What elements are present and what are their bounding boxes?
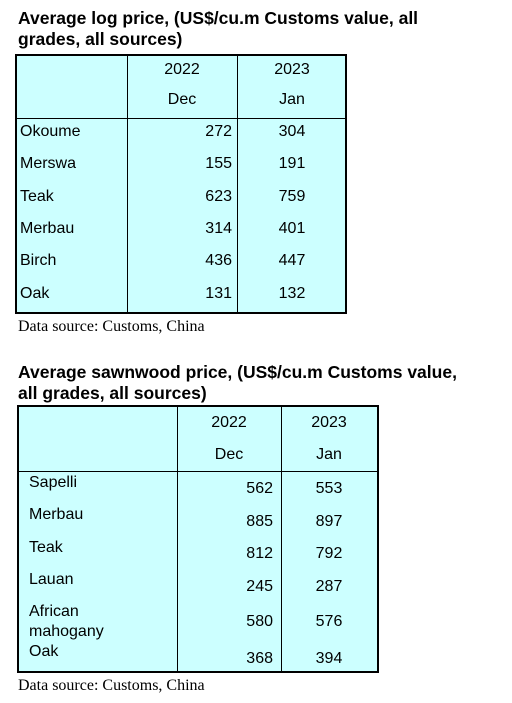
row-value-2023-jan: 897	[315, 513, 343, 530]
row-value-2022-dec: 580	[246, 613, 273, 630]
sawnwood-price-source: Data source: Customs, China	[18, 677, 205, 694]
row-value-2023-jan: 553	[315, 480, 343, 497]
row-value-2023-jan: 132	[278, 285, 306, 302]
row-value-2022-dec: 272	[205, 123, 232, 140]
header-year-2023: 2023	[274, 61, 310, 78]
row-value-2022-dec: 368	[246, 650, 273, 667]
row-name: Okoume	[20, 123, 81, 140]
row-name: Merbau	[20, 220, 75, 237]
row-value-2022-dec: 436	[205, 252, 232, 269]
row-value-2022-dec: 562	[246, 480, 273, 497]
header-divider	[17, 118, 345, 119]
header-year-2023: 2023	[311, 414, 347, 431]
row-value-2023-jan: 287	[315, 578, 343, 595]
row-value-2023-jan: 576	[315, 613, 343, 630]
log-price-source: Data source: Customs, China	[18, 318, 205, 335]
header-month-dec: Dec	[214, 446, 244, 463]
row-value-2023-jan: 191	[278, 155, 306, 172]
row-value-2023-jan: 401	[278, 220, 306, 237]
row-value-2022-dec: 623	[205, 188, 232, 205]
sawnwood-price-title: Average sawnwood price, (US$/cu.m Custom…	[18, 362, 457, 403]
header-year-2022: 2022	[164, 61, 200, 78]
header-month-jan: Jan	[279, 91, 305, 108]
row-value-2023-jan: 447	[278, 252, 306, 269]
row-name: Merswa	[20, 155, 77, 172]
header-year-2022: 2022	[211, 414, 247, 431]
column-divider	[127, 56, 128, 312]
row-name: Sapelli	[29, 474, 78, 491]
row-value-2022-dec: 155	[205, 155, 232, 172]
column-divider	[177, 407, 178, 671]
log-price-table: 2022 2023 Dec Jan Okoume 272 304 Merswa …	[15, 54, 347, 314]
row-value-2023-jan: 304	[278, 123, 306, 140]
header-month-jan: Jan	[316, 446, 342, 463]
row-value-2022-dec: 131	[205, 285, 232, 302]
row-name: Oak	[20, 285, 50, 302]
row-value-2023-jan: 792	[315, 545, 343, 562]
row-value-2022-dec: 245	[246, 578, 273, 595]
row-value-2022-dec: 314	[205, 220, 232, 237]
log-price-title: Average log price, (US$/cu.m Customs val…	[18, 8, 419, 49]
row-value-2022-dec: 812	[246, 545, 273, 562]
row-name: Oak	[29, 643, 59, 660]
row-value-2023-jan: 394	[315, 650, 343, 667]
row-name: African mahogany	[29, 603, 104, 640]
header-month-dec: Dec	[167, 91, 197, 108]
row-name: Teak	[20, 188, 54, 205]
column-divider	[281, 407, 282, 671]
row-name: Merbau	[29, 506, 84, 523]
row-name: Lauan	[29, 571, 74, 588]
row-name: Teak	[29, 539, 63, 556]
row-name: Birch	[20, 252, 57, 269]
sawnwood-price-table: 2022 2023 Dec Jan Sapelli 562 553 Merbau…	[17, 405, 379, 673]
row-value-2022-dec: 885	[246, 513, 273, 530]
column-divider	[237, 56, 238, 312]
row-value-2023-jan: 759	[278, 188, 306, 205]
header-divider	[19, 471, 377, 472]
